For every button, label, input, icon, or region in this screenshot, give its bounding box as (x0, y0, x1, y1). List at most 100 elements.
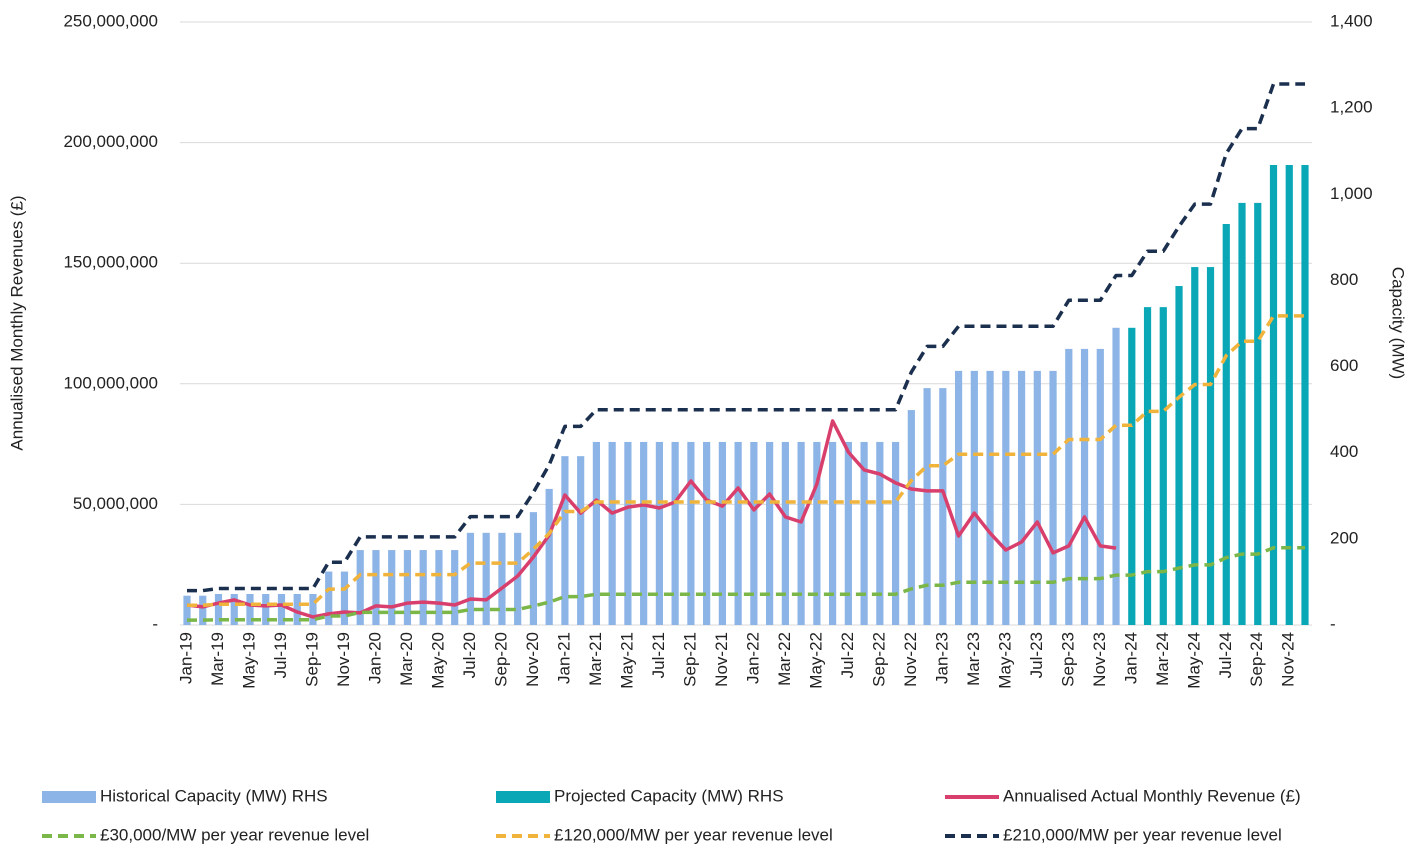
bar (340, 571, 349, 625)
line-series (187, 314, 1305, 608)
bar (829, 441, 837, 625)
bar (734, 441, 742, 625)
bar (262, 593, 270, 625)
bar (766, 441, 774, 625)
bar (750, 441, 758, 625)
bar (876, 441, 884, 625)
x-tick-label: Nov-22 (901, 632, 920, 687)
bar (466, 532, 475, 625)
bar (687, 441, 695, 625)
x-tick-label: May-22 (806, 632, 825, 689)
legend-label: £120,000/MW per year revenue level (554, 825, 833, 844)
x-tick-label: Sep-24 (1247, 632, 1266, 687)
x-tick-label: Sep-22 (869, 632, 888, 687)
bar (403, 550, 412, 625)
bar (246, 593, 254, 625)
bar (498, 532, 506, 625)
bar (1191, 267, 1199, 625)
bar (388, 550, 396, 625)
x-tick-label: May-24 (1184, 632, 1203, 689)
x-tick-label: Nov-19 (334, 632, 353, 687)
bar (1269, 164, 1278, 626)
bar (1285, 164, 1293, 626)
bar (939, 388, 947, 625)
bar (1002, 370, 1010, 625)
bar (529, 512, 538, 625)
bar (844, 441, 852, 625)
bar (214, 593, 223, 625)
bar (1065, 348, 1073, 625)
bar (655, 441, 663, 625)
bar (986, 370, 994, 625)
legend-swatch (496, 791, 550, 803)
bar (183, 595, 191, 625)
bar (891, 441, 900, 625)
bar (797, 441, 805, 625)
bar (372, 550, 380, 625)
x-tick-label: Mar-20 (397, 632, 416, 686)
bar (671, 441, 679, 625)
y-tick-label: 100,000,000 (63, 373, 158, 392)
x-tick-label: Mar-21 (586, 632, 605, 686)
x-tick-label: Jan-22 (743, 632, 762, 684)
bar (1017, 370, 1026, 625)
y2-tick-label: 1,000 (1330, 184, 1373, 203)
bar (781, 441, 789, 625)
bar (293, 593, 301, 625)
bar (277, 593, 286, 625)
legend-label: Projected Capacity (MW) RHS (554, 786, 784, 805)
x-tick-label: Jul-21 (649, 632, 668, 678)
legend-label: £210,000/MW per year revenue level (1003, 825, 1282, 844)
x-tick-label: Nov-20 (523, 632, 542, 687)
bar (640, 441, 648, 625)
x-tick-label: Sep-21 (680, 632, 699, 687)
bar (545, 488, 553, 625)
y-tick-label: - (152, 614, 158, 633)
y2-tick-label: 400 (1330, 442, 1358, 461)
x-tick-label: Jul-20 (460, 632, 479, 678)
y2-tick-label: 1,200 (1330, 98, 1373, 117)
y2-axis-label: Capacity (MW) (1389, 267, 1408, 379)
y2-tick-label: 200 (1330, 528, 1358, 547)
bar (325, 571, 333, 625)
x-tick-label: May-19 (239, 632, 258, 689)
y-axis-label: Annualised Monthly Revenues (£) (7, 195, 26, 450)
x-tick-label: Jan-24 (1121, 632, 1140, 684)
bar (1238, 202, 1246, 625)
bar (813, 441, 821, 625)
bar (1096, 348, 1104, 625)
x-tick-label: Sep-19 (302, 632, 321, 687)
bar (923, 388, 931, 625)
x-tick-label: Sep-20 (491, 632, 510, 687)
bar (1143, 307, 1152, 625)
y2-tick-label: - (1330, 614, 1336, 633)
x-tick-label: Nov-21 (712, 632, 731, 687)
bar (199, 595, 207, 625)
bar (608, 441, 616, 625)
legend-label: £30,000/MW per year revenue level (100, 825, 369, 844)
bar (1254, 202, 1262, 625)
x-tick-label: Nov-24 (1279, 632, 1298, 687)
x-tick-label: May-20 (428, 632, 447, 689)
bar (1206, 267, 1215, 625)
bar (1175, 286, 1183, 625)
bar (1080, 348, 1089, 625)
x-tick-label: Jul-24 (1216, 632, 1235, 678)
legend-label: Annualised Actual Monthly Revenue (£) (1003, 786, 1301, 805)
bar (1222, 224, 1230, 625)
x-tick-label: Jan-21 (554, 632, 573, 684)
x-tick-label: Jul-23 (1027, 632, 1046, 678)
bar (624, 441, 632, 625)
x-tick-label: Sep-23 (1058, 632, 1077, 687)
bar (703, 441, 711, 625)
bar (561, 456, 569, 625)
y2-tick-label: 1,400 (1330, 11, 1373, 30)
x-tick-label: Jan-20 (365, 632, 384, 684)
x-tick-label: Jan-23 (932, 632, 951, 684)
line-series (187, 82, 1305, 593)
y2-tick-label: 600 (1330, 356, 1358, 375)
legend-label: Historical Capacity (MW) RHS (100, 786, 328, 805)
bar (1159, 307, 1167, 625)
bar (356, 550, 364, 625)
